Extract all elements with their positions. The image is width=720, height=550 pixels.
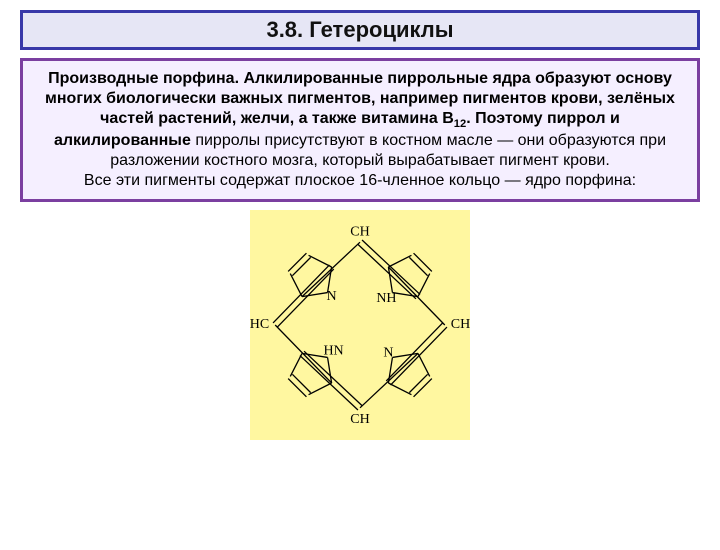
svg-text:CH: CH (350, 225, 369, 240)
porphin-svg: N NH N HN CH CH CH HC (250, 210, 470, 440)
p2: пирролы присутствуют в костном масле — о… (110, 132, 666, 169)
body-text: Производные порфина. Алкилированные пирр… (37, 69, 683, 191)
svg-text:HC: HC (250, 317, 269, 332)
page-title: 3.8. Гетероциклы (266, 17, 453, 42)
title-box: 3.8. Гетероциклы (20, 10, 700, 50)
svg-text:N: N (326, 289, 336, 304)
svg-text:CH: CH (350, 412, 369, 427)
svg-text:N: N (383, 346, 393, 361)
diagram-wrap: N NH N HN CH CH CH HC (0, 210, 720, 445)
porphin-diagram: N NH N HN CH CH CH HC (250, 210, 470, 445)
svg-text:NH: NH (376, 291, 396, 306)
svg-text:HN: HN (323, 344, 343, 359)
svg-text:CH: CH (451, 317, 470, 332)
body-box: Производные порфина. Алкилированные пирр… (20, 58, 700, 202)
b12-sub: 12 (454, 118, 466, 130)
p3: Все эти пигменты содержат плоское 16-чле… (84, 172, 636, 189)
